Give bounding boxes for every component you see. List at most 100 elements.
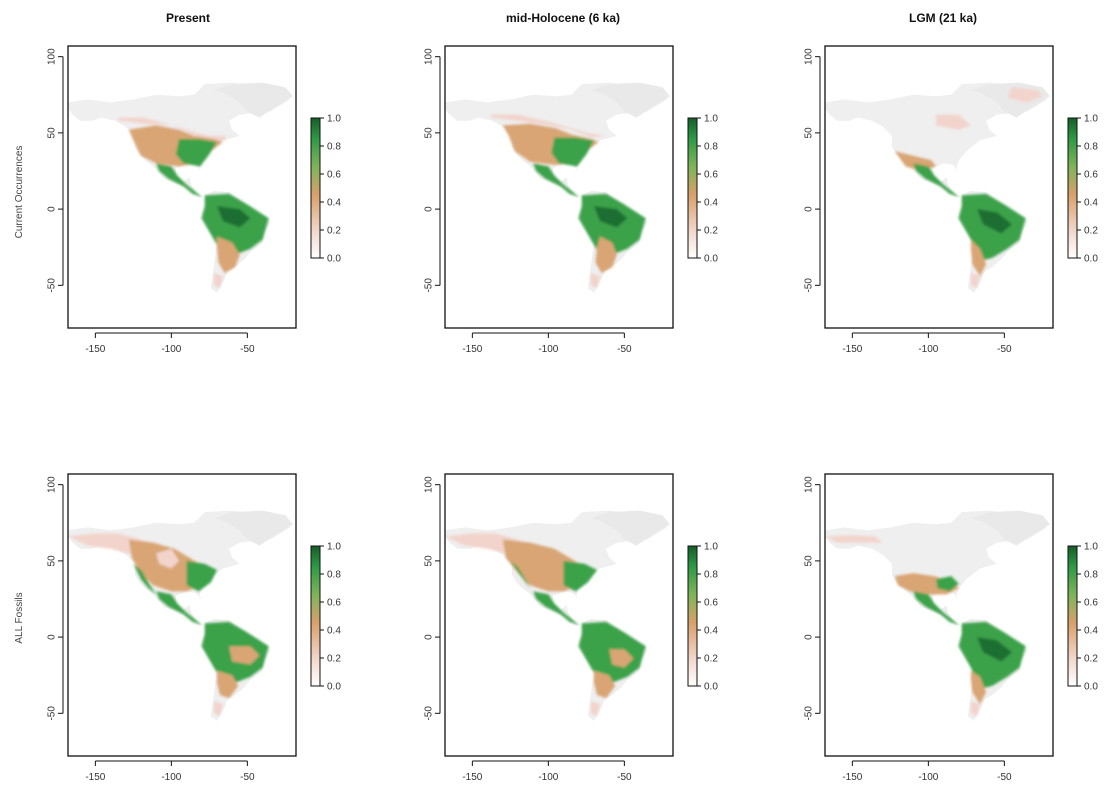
y-tick-label: 50 bbox=[804, 555, 815, 567]
y-tick-label: 50 bbox=[804, 127, 815, 139]
colorbar-tick-label: 0.2 bbox=[327, 654, 341, 665]
suitability-region bbox=[490, 114, 607, 138]
north-america-landmass bbox=[825, 510, 1047, 625]
x-tick-label: -50 bbox=[617, 344, 632, 355]
greenland-landmass bbox=[970, 510, 1050, 546]
land-layer bbox=[445, 82, 670, 293]
y-tick-label: 100 bbox=[47, 48, 58, 65]
x-axis: -150 -100 -50 bbox=[842, 332, 1012, 355]
colorbar-tick-label: 0.6 bbox=[1084, 598, 1098, 609]
suitability-region bbox=[594, 670, 616, 699]
suitability-region bbox=[175, 139, 217, 167]
greenland-landmass bbox=[590, 82, 670, 118]
plot-frame bbox=[67, 45, 297, 329]
colorbar-tick-label: 0.6 bbox=[1084, 170, 1098, 181]
colorbar-tick-label: 0.2 bbox=[704, 226, 718, 237]
x-tick-label: -150 bbox=[462, 344, 482, 355]
suitability-region bbox=[229, 646, 260, 665]
colorbar-gradient bbox=[687, 545, 698, 687]
colorbar: 1.0 0.8 0.6 0.4 0.2 0.0 bbox=[687, 114, 718, 265]
y-tick-label: 100 bbox=[804, 48, 815, 65]
land-layer bbox=[68, 82, 293, 293]
colorbar-tick-label: 0.8 bbox=[1084, 142, 1098, 153]
colorbar-tick-label: 1.0 bbox=[704, 114, 718, 125]
colorbar-tick-label: 0.6 bbox=[704, 598, 718, 609]
plot-frame bbox=[67, 473, 297, 757]
suitability-region bbox=[213, 273, 223, 289]
north-america-landmass bbox=[825, 82, 1047, 197]
plot-frame bbox=[444, 473, 674, 757]
x-axis: -150 -100 -50 bbox=[462, 760, 632, 783]
colorbar-tick-label: 0.2 bbox=[704, 654, 718, 665]
y-tick-label: -50 bbox=[47, 706, 58, 721]
colorbar-tick-label: 0.2 bbox=[327, 226, 341, 237]
suitability-region bbox=[594, 206, 628, 228]
suitability-region bbox=[590, 701, 600, 717]
suitability-region bbox=[563, 560, 597, 592]
y-tick-label: 100 bbox=[424, 476, 435, 493]
land-layer bbox=[825, 82, 1050, 293]
x-tick-label: -150 bbox=[842, 772, 862, 783]
column-title-mid-holocene: mid-Holocene (6 ka) bbox=[506, 11, 620, 25]
x-tick-label: -150 bbox=[842, 344, 862, 355]
suitability-region bbox=[186, 560, 217, 592]
colorbar-tick-label: 0.0 bbox=[327, 254, 341, 265]
map-panel-present-fossils: -150 -100 -50 100 50 0 -50 1.0 0.8 0.6 0.4 0.2 0.0 bbox=[47, 473, 341, 783]
colorbar: 1.0 0.8 0.6 0.4 0.2 0.0 bbox=[310, 542, 341, 693]
y-tick-label: -50 bbox=[47, 278, 58, 293]
colorbar-tick-label: 1.0 bbox=[327, 542, 341, 553]
colorbar-tick-label: 1.0 bbox=[1084, 114, 1098, 125]
x-tick-label: -150 bbox=[462, 772, 482, 783]
suitability-layer bbox=[490, 114, 646, 289]
suitability-region bbox=[156, 548, 179, 569]
x-tick-label: -100 bbox=[918, 344, 938, 355]
colorbar-tick-label: 0.2 bbox=[1084, 226, 1098, 237]
colorbar-tick-label: 0.4 bbox=[327, 626, 341, 637]
greenland-landmass bbox=[590, 510, 670, 546]
suitability-region bbox=[970, 273, 980, 289]
y-axis: 100 50 0 -50 bbox=[47, 476, 64, 721]
suitability-region bbox=[156, 163, 202, 197]
suitability-region bbox=[595, 236, 617, 274]
y-tick-label: 0 bbox=[804, 634, 815, 640]
x-tick-label: -100 bbox=[918, 772, 938, 783]
colorbar-tick-label: 0.0 bbox=[1084, 254, 1098, 265]
suitability-region bbox=[118, 117, 227, 141]
suitability-region bbox=[977, 637, 1012, 662]
column-title-present: Present bbox=[166, 11, 210, 25]
x-tick-label: -50 bbox=[997, 344, 1012, 355]
suitability-region bbox=[217, 236, 240, 274]
colorbar-tick-label: 1.0 bbox=[704, 542, 718, 553]
colorbar-tick-label: 0.4 bbox=[704, 198, 718, 209]
colorbar-tick-label: 0.4 bbox=[1084, 626, 1098, 637]
colorbar-gradient bbox=[687, 117, 698, 259]
suitability-layer bbox=[445, 533, 646, 717]
colorbar-gradient bbox=[310, 545, 321, 687]
colorbar: 1.0 0.8 0.6 0.4 0.2 0.0 bbox=[1067, 542, 1098, 693]
colorbar-tick-label: 0.0 bbox=[1084, 682, 1098, 693]
x-axis: -150 -100 -50 bbox=[85, 332, 255, 355]
y-tick-label: 50 bbox=[424, 555, 435, 567]
map-panel-lgm-fossils: -150 -100 -50 100 50 0 -50 1.0 0.8 0.6 0.4 0.2 0.0 bbox=[804, 473, 1098, 783]
colorbar-tick-label: 0.2 bbox=[1084, 654, 1098, 665]
suitability-region bbox=[217, 206, 251, 228]
y-tick-label: 0 bbox=[47, 634, 58, 640]
plot-frame bbox=[444, 45, 674, 329]
column-title-lgm: LGM (21 ka) bbox=[909, 11, 977, 25]
map-panel-holocene-fossils: -150 -100 -50 100 50 0 -50 1.0 0.8 0.6 0.4 0.2 0.0 bbox=[424, 473, 718, 783]
colorbar-tick-label: 0.4 bbox=[704, 626, 718, 637]
greenland-landmass bbox=[213, 82, 293, 118]
suitability-layer bbox=[68, 533, 269, 717]
y-tick-label: 50 bbox=[47, 555, 58, 567]
y-axis: 100 50 0 -50 bbox=[424, 48, 441, 293]
y-tick-label: 0 bbox=[804, 206, 815, 212]
x-axis: -150 -100 -50 bbox=[462, 332, 632, 355]
suitability-region bbox=[970, 701, 980, 717]
suitability-region bbox=[551, 137, 594, 167]
suitability-region bbox=[936, 576, 959, 592]
colorbar-tick-label: 0.6 bbox=[327, 598, 341, 609]
suitability-region bbox=[936, 114, 971, 130]
x-tick-label: -100 bbox=[538, 772, 558, 783]
colorbar-tick-label: 0.8 bbox=[704, 142, 718, 153]
suitability-region bbox=[1007, 87, 1043, 103]
